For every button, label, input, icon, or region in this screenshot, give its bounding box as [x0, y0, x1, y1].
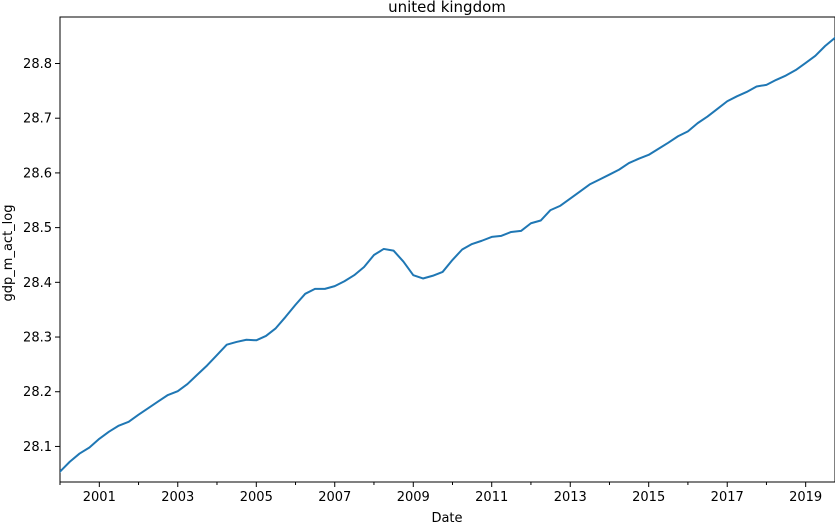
axes: 2001 2003 2005 2007 2009 2011 2013 2015 2017 2019…	[23, 16, 835, 505]
x-tick-label: 2019	[789, 490, 822, 505]
x-tick-label: 2009	[397, 490, 430, 505]
x-tick-label: 2005	[240, 490, 273, 505]
x-tick-label: 2015	[632, 490, 665, 505]
y-tick-label: 28.8	[23, 57, 52, 72]
x-tick-label: 2013	[554, 490, 587, 505]
y-tick-label: 28.7	[23, 112, 52, 127]
y-tick-label: 28.5	[23, 221, 52, 236]
x-tick-label: 2007	[318, 490, 351, 505]
y-axis-label: gdp_m_act_log	[1, 205, 16, 302]
y-tick-label: 28.2	[23, 385, 52, 400]
plot-frame	[59, 16, 835, 483]
y-tick-label: 28.4	[23, 276, 52, 291]
y-tick-label: 28.3	[23, 331, 52, 346]
x-tick-label: 2011	[475, 490, 508, 505]
x-tick-label: 2017	[711, 490, 744, 505]
series-line-0	[60, 36, 835, 474]
x-axis: 2001 2003 2005 2007 2009 2011 2013 2015 2017 2019	[59, 482, 822, 505]
x-tick-label: 2001	[83, 490, 116, 505]
series-group	[60, 36, 835, 474]
chart-title: united kingdom	[388, 0, 506, 16]
x-axis-label: Date	[431, 511, 462, 525]
y-tick-label: 28.1	[23, 440, 52, 455]
y-tick-label: 28.6	[23, 166, 52, 181]
y-axis: 28.1 28.2 28.3 28.4 28.5 28.6 28.7 28.8	[23, 57, 60, 455]
x-tick-label: 2003	[161, 490, 194, 505]
